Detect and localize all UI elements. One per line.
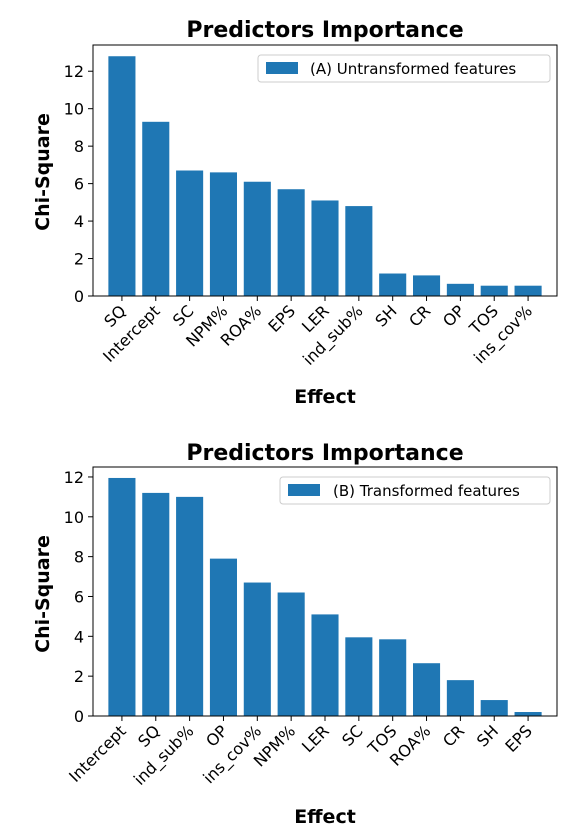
x-axis-label: Effect [294, 386, 356, 408]
y-tick-label: 8 [74, 548, 84, 567]
legend-frame [279, 476, 551, 505]
legend: (B) Transformed features [279, 476, 551, 505]
bar-Intercept [108, 477, 136, 716]
bar-LER [311, 200, 339, 296]
bar-TOS [480, 285, 508, 296]
legend: (A) Untransformed features [257, 54, 551, 83]
x-tick-label: SH [473, 721, 502, 750]
bar-SH [379, 273, 407, 296]
bar-SC [345, 637, 373, 716]
x-tick-label: SH [371, 301, 400, 330]
y-tick-label: 6 [74, 587, 84, 606]
y-axis-ticks: 0 2 4 6 8 10 12 [64, 468, 93, 726]
x-tick-label: CR [405, 301, 434, 330]
chart-title: Predictors Importance [186, 441, 463, 466]
bar-OP [446, 283, 474, 296]
x-tick-label: LER [298, 721, 333, 756]
bar-Intercept [142, 121, 170, 296]
chart-panel-a: Predictors Importance 0 2 4 6 8 10 12 SQInterc… [32, 18, 558, 408]
bar-NPM% [209, 172, 237, 296]
chart-title: Predictors Importance [186, 18, 463, 43]
y-tick-label: 12 [64, 62, 84, 81]
x-tick-label: EPS [264, 301, 299, 336]
y-tick-label: 4 [74, 212, 84, 231]
bar-CR [446, 680, 474, 716]
bar-ins_cov% [514, 285, 542, 296]
y-axis-label: Chi-Square [32, 535, 54, 653]
y-tick-label: 10 [64, 508, 84, 527]
y-tick-label: 2 [74, 250, 84, 269]
y-tick-label: 2 [74, 667, 84, 686]
y-tick-label: 4 [74, 627, 84, 646]
bar-ind_sub% [345, 206, 373, 296]
bar-CR [413, 275, 441, 296]
y-tick-label: 10 [64, 100, 84, 119]
x-tick-label: EPS [501, 721, 536, 756]
bar-LER [311, 614, 339, 716]
legend-frame [257, 54, 551, 83]
bar-SQ [108, 56, 136, 296]
y-tick-label: 6 [74, 175, 84, 194]
legend-label: (A) Untransformed features [310, 60, 516, 78]
bar-group [108, 56, 542, 296]
y-tick-label: 12 [64, 468, 84, 487]
bar-NPM% [277, 592, 305, 716]
bar-group [108, 477, 542, 716]
bar-SC [176, 170, 204, 296]
bar-EPS [277, 189, 305, 296]
y-tick-label: 0 [74, 707, 84, 726]
y-axis-label: Chi-Square [32, 113, 54, 231]
bar-SQ [142, 492, 170, 716]
x-tick-label: CR [439, 721, 468, 750]
bar-ROA% [243, 181, 271, 296]
bar-OP [209, 558, 237, 716]
bar-ins_cov% [243, 582, 271, 716]
bar-TOS [379, 639, 407, 716]
legend-label: (B) Transformed features [333, 482, 520, 500]
y-tick-label: 0 [74, 287, 84, 306]
x-axis-label: Effect [294, 806, 356, 828]
y-axis-ticks: 0 2 4 6 8 10 12 [64, 62, 93, 306]
legend-swatch [266, 62, 298, 74]
bar-ind_sub% [176, 496, 204, 716]
x-tick-label: Intercept [65, 721, 130, 786]
x-tick-label: OP [439, 301, 468, 330]
y-tick-label: 8 [74, 137, 84, 156]
bar-EPS [514, 712, 542, 716]
x-tick-label: SC [338, 721, 367, 750]
chart-panel-b: Predictors Importance 0 2 4 6 8 10 12 Intercep… [32, 441, 558, 828]
legend-swatch [288, 484, 320, 496]
bar-SH [480, 700, 508, 716]
bar-ROA% [413, 663, 441, 716]
